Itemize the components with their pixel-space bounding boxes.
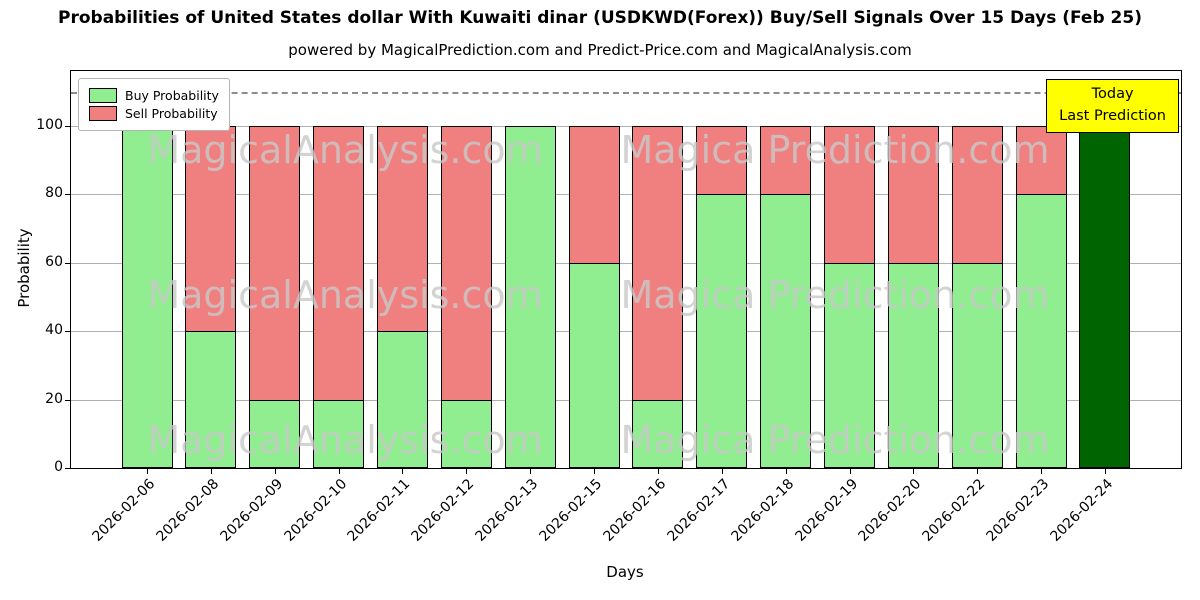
- y-tick-mark: [65, 263, 70, 264]
- chart-subtitle: powered by MagicalPrediction.com and Pre…: [288, 41, 912, 59]
- x-tick-mark: [594, 469, 595, 474]
- gridline: [71, 126, 1181, 127]
- gridline: [71, 400, 1181, 401]
- bar-sell-segment: [760, 126, 811, 195]
- x-tick-label: 2026-02-11: [344, 476, 414, 545]
- x-tick-mark: [339, 469, 340, 474]
- bar-buy-segment: [185, 331, 236, 468]
- y-tick-label: 0: [54, 459, 63, 475]
- x-tick-mark: [913, 469, 914, 474]
- x-tick-mark: [147, 469, 148, 474]
- today-annotation-line2: Last Prediction: [1059, 107, 1166, 124]
- bar-sell-segment: [185, 126, 236, 332]
- y-tick-label: 40: [45, 322, 63, 338]
- x-tick-label: 2026-02-20: [855, 476, 925, 545]
- x-tick-mark: [211, 469, 212, 474]
- bar-sell-segment: [952, 126, 1003, 264]
- x-tick-mark: [466, 469, 467, 474]
- bar-buy-segment: [760, 194, 811, 468]
- plot-area: 0 20 40 60 80 100 2026-02-06 2026-02-08 2026-02…: [36, 70, 1182, 545]
- x-tick-mark: [275, 469, 276, 474]
- legend-label: Buy Probability: [125, 88, 219, 103]
- x-tick-label: 2026-02-12: [408, 476, 478, 545]
- today-annotation-line1: Today: [1091, 86, 1134, 102]
- today-annotation: Today Last Prediction: [1046, 79, 1179, 133]
- x-tick-label: 2026-02-13: [472, 476, 542, 545]
- gridline: [71, 331, 1181, 332]
- bar-buy-segment: [569, 263, 620, 468]
- y-tick-mark: [65, 126, 70, 127]
- x-tick-label: 2026-02-06: [89, 476, 159, 545]
- bar-sell-segment: [1016, 126, 1067, 195]
- chart-title: Probabilities of United States dollar Wi…: [58, 8, 1142, 28]
- x-tick-label: 2026-02-08: [153, 476, 223, 545]
- x-tick-label: 2026-02-23: [983, 476, 1053, 545]
- x-tick-label: 2026-02-22: [919, 476, 989, 545]
- x-axis-label: Days: [606, 563, 644, 581]
- y-tick-mark: [65, 331, 70, 332]
- bar-buy-segment: [249, 400, 300, 468]
- x-tick-label: 2026-02-09: [217, 476, 287, 545]
- x-tick-mark: [722, 469, 723, 474]
- bar-today: [1079, 126, 1130, 468]
- bar-buy-segment: [441, 400, 492, 468]
- y-tick-label: 20: [45, 391, 63, 407]
- sell-swatch-icon: [89, 106, 117, 121]
- legend-item: Buy Probability: [89, 88, 219, 103]
- gridline: [71, 194, 1181, 195]
- legend-label: Sell Probability: [125, 106, 218, 121]
- x-tick-mark: [977, 469, 978, 474]
- x-tick-mark: [786, 469, 787, 474]
- bar-buy-segment: [824, 263, 875, 468]
- x-tick-mark: [1041, 469, 1042, 474]
- bar-buy-segment: [313, 400, 364, 468]
- bar-buy-segment: [377, 331, 428, 468]
- bar-sell-segment: [441, 126, 492, 401]
- bar-sell-segment: [249, 126, 300, 401]
- bar-buy-segment: [952, 263, 1003, 468]
- bar-buy-segment: [1016, 194, 1067, 468]
- x-tick-mark: [530, 469, 531, 474]
- x-tick-label: 2026-02-18: [728, 476, 798, 545]
- legend-item: Sell Probability: [89, 106, 219, 121]
- x-tick-mark: [1105, 469, 1106, 474]
- bar-sell-segment: [888, 126, 939, 264]
- y-tick-label: 100: [36, 117, 63, 133]
- x-tick-label: 2026-02-24: [1047, 476, 1117, 545]
- gridline: [71, 263, 1181, 264]
- legend: Buy Probability Sell Probability: [78, 78, 230, 131]
- bar-buy-segment: [505, 126, 556, 468]
- x-tick-mark: [850, 469, 851, 474]
- y-tick-mark: [65, 400, 70, 401]
- bar-buy-segment: [632, 400, 683, 468]
- bar-sell-segment: [313, 126, 364, 401]
- y-tick-label: 60: [45, 254, 63, 270]
- x-tick-label: 2026-02-15: [536, 476, 606, 545]
- threshold-dashed-line: [71, 92, 1181, 94]
- x-tick-label: 2026-02-19: [792, 476, 862, 545]
- y-tick-label: 80: [45, 185, 63, 201]
- bar-buy-segment: [696, 194, 747, 468]
- bar-sell-segment: [569, 126, 620, 264]
- bar-sell-segment: [824, 126, 875, 264]
- x-tick-label: 2026-02-17: [664, 476, 734, 545]
- buy-swatch-icon: [89, 88, 117, 103]
- bar-sell-segment: [696, 126, 747, 195]
- y-tick-mark: [65, 194, 70, 195]
- x-tick-label: 2026-02-16: [600, 476, 670, 545]
- x-tick-mark: [402, 469, 403, 474]
- bar-buy-segment: [122, 126, 173, 468]
- x-tick-label: 2026-02-10: [281, 476, 351, 545]
- bar-buy-segment: [888, 263, 939, 468]
- bar-sell-segment: [632, 126, 683, 401]
- y-tick-mark: [65, 468, 70, 469]
- bar-sell-segment: [377, 126, 428, 332]
- x-tick-mark: [658, 469, 659, 474]
